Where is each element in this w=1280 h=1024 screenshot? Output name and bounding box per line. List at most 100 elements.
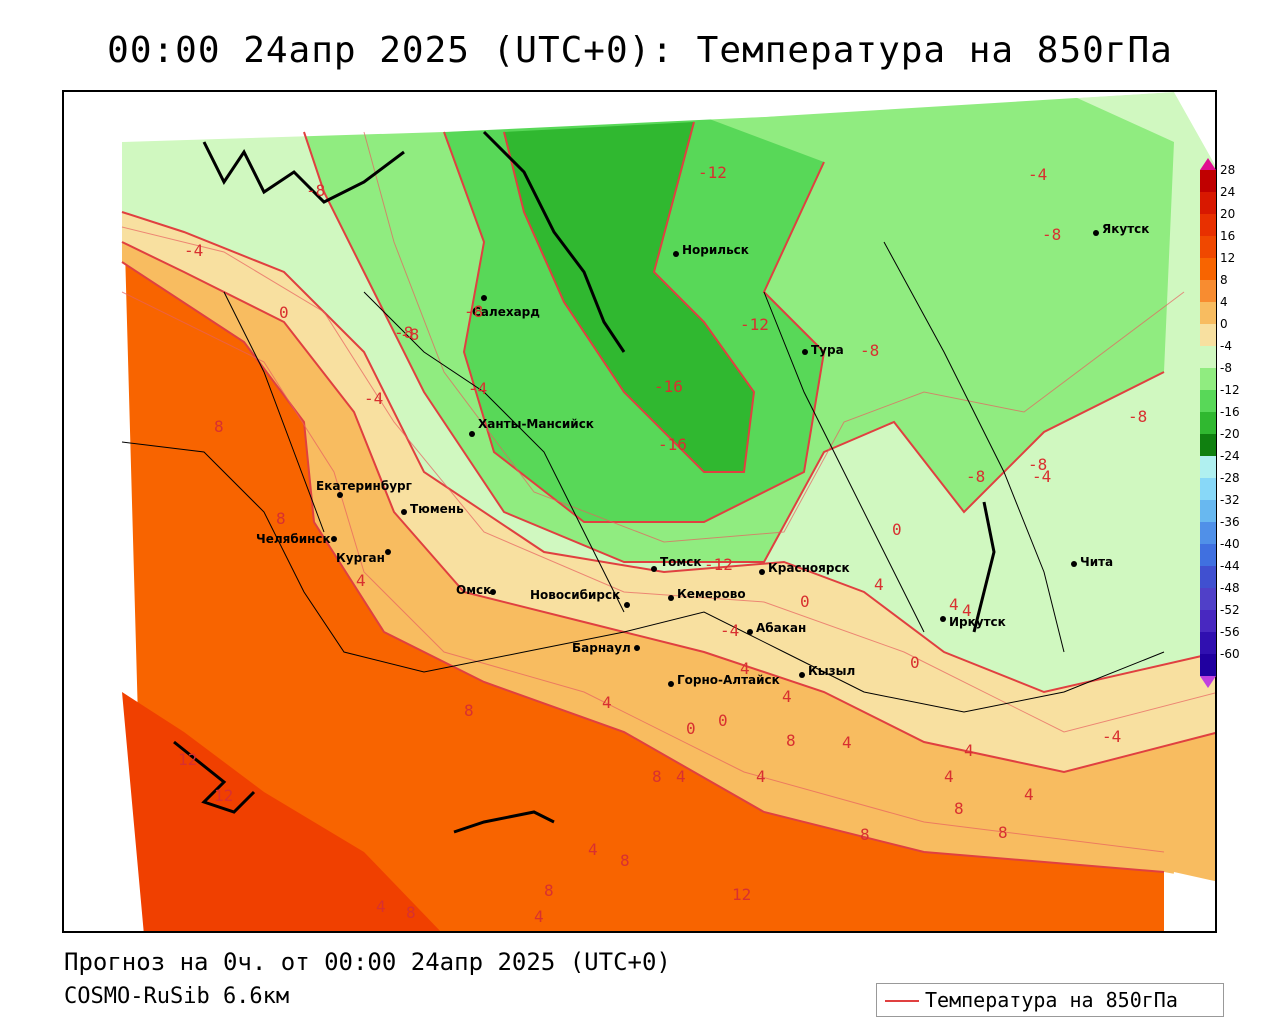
contour-label: -16 (654, 377, 683, 396)
contour-label: 4 (842, 733, 852, 752)
map-outside-domain-right (1164, 872, 1215, 931)
scale-label: -40 (1220, 537, 1240, 551)
contour-label: 4 (944, 767, 954, 786)
contour-label: 0 (892, 520, 902, 539)
scale-cell (1200, 236, 1216, 258)
scale-cell (1200, 610, 1216, 632)
scale-cell (1200, 478, 1216, 500)
contour-label: 8 (998, 823, 1008, 842)
city-dot (337, 492, 343, 498)
temp-zone-hot (122, 692, 441, 931)
scale-cell (1200, 632, 1216, 654)
map-legend: Температура на 850гПа (876, 983, 1224, 1017)
contour-label: 4 (740, 659, 750, 678)
contour-label: -4 (1032, 467, 1051, 486)
scale-cell (1200, 192, 1216, 214)
scale-arrow-top (1200, 158, 1216, 170)
forecast-info: Прогноз на 0ч. от 00:00 24апр 2025 (UTC+… (64, 948, 671, 976)
contour-label: 12 (178, 750, 197, 769)
scale-label: 0 (1220, 317, 1228, 331)
color-scale-bar (1200, 158, 1216, 688)
city-label: Ханты-Мансийск (478, 417, 594, 431)
contour-label: 0 (910, 653, 920, 672)
contour-label: 4 (376, 897, 386, 916)
city-dot (802, 349, 808, 355)
city-dot (668, 681, 674, 687)
city-dot (1093, 230, 1099, 236)
contour-label: -4 (364, 389, 383, 408)
contour-label: -4 (184, 241, 203, 260)
city-dot (651, 566, 657, 572)
coastlines (173, 130, 996, 834)
contour-label: -8 (1128, 407, 1147, 426)
city-dot (385, 549, 391, 555)
city-label: Абакан (756, 621, 806, 635)
city-label: Красноярск (768, 561, 850, 575)
city-dot (401, 509, 407, 515)
city-dot (940, 616, 946, 622)
scale-label: 16 (1220, 229, 1236, 243)
contour-label: -12 (698, 163, 727, 182)
city-dot (673, 251, 679, 257)
scale-cell (1200, 456, 1216, 478)
contour-value-labels: -8 -4 -8 -4 -8 -12 -12 -16 -16 -12 -8 -8… (178, 163, 1147, 926)
city-label: Иркутск (949, 615, 1006, 629)
contour-label: -16 (658, 435, 687, 454)
contour-label: 8 (464, 701, 474, 720)
scale-cell (1200, 500, 1216, 522)
city-label: Якутск (1102, 222, 1149, 236)
city-dot (634, 645, 640, 651)
city-labels: Салехард Норильск Якутск Тура Ханты-Манс… (256, 222, 1149, 687)
scale-cell (1200, 412, 1216, 434)
contour-label: -8 (1028, 455, 1047, 474)
scale-label: -52 (1220, 603, 1240, 617)
contour-label: 4 (534, 907, 544, 926)
contour-label: 8 (652, 767, 662, 786)
scale-cell (1200, 258, 1216, 280)
scale-label: 24 (1220, 185, 1236, 199)
scale-cell (1200, 654, 1216, 676)
city-dot (624, 602, 630, 608)
city-label: Томск (660, 555, 702, 569)
city-label: Тура (811, 343, 844, 357)
contour-label: 8 (544, 881, 554, 900)
contour-label: -8 (306, 181, 325, 200)
boundaries (121, 241, 1165, 713)
city-label: Норильск (682, 243, 749, 257)
model-name: COSMO-RuSib 6.6км (64, 984, 290, 1009)
city-dot (331, 536, 337, 542)
city-label: Кызыл (808, 664, 855, 678)
contour-label: -4 (468, 379, 487, 398)
contour-label: -4 (720, 621, 739, 640)
temp-zone-0-4 (122, 212, 1215, 772)
scale-label: -12 (1220, 383, 1240, 397)
contour-label: 4 (964, 741, 974, 760)
scale-arrow-bottom (1200, 676, 1216, 688)
scale-label: 12 (1220, 251, 1236, 265)
contour-label: 4 (588, 840, 598, 859)
city-dot (1071, 561, 1077, 567)
contour-label: 8 (620, 851, 630, 870)
legend-label: Температура на 850гПа (925, 988, 1178, 1012)
city-label: Курган (336, 551, 385, 565)
scale-label: -20 (1220, 427, 1240, 441)
contour-label: -4 (1102, 727, 1121, 746)
city-label: Горно-Алтайск (677, 673, 780, 687)
contour-label: -4 (1028, 165, 1047, 184)
contour-label: -8 (1042, 225, 1061, 244)
contour-label: -12 (740, 315, 769, 334)
scale-label: 8 (1220, 273, 1228, 287)
city-label: Омск (456, 583, 491, 597)
temperature-map: Салехард Норильск Якутск Тура Ханты-Манс… (64, 92, 1215, 931)
city-label: Тюмень (410, 502, 464, 516)
city-label: Барнаул (572, 641, 631, 655)
city-dot (481, 295, 487, 301)
scale-cell (1200, 368, 1216, 390)
city-label: Челябинск (256, 532, 331, 546)
thin-isotherms (121, 131, 1215, 853)
contour-label: -8 (394, 323, 413, 342)
contour-label: 0 (718, 711, 728, 730)
scale-cell (1200, 566, 1216, 588)
scale-label: 28 (1220, 163, 1236, 177)
contour-label: 4 (356, 571, 366, 590)
